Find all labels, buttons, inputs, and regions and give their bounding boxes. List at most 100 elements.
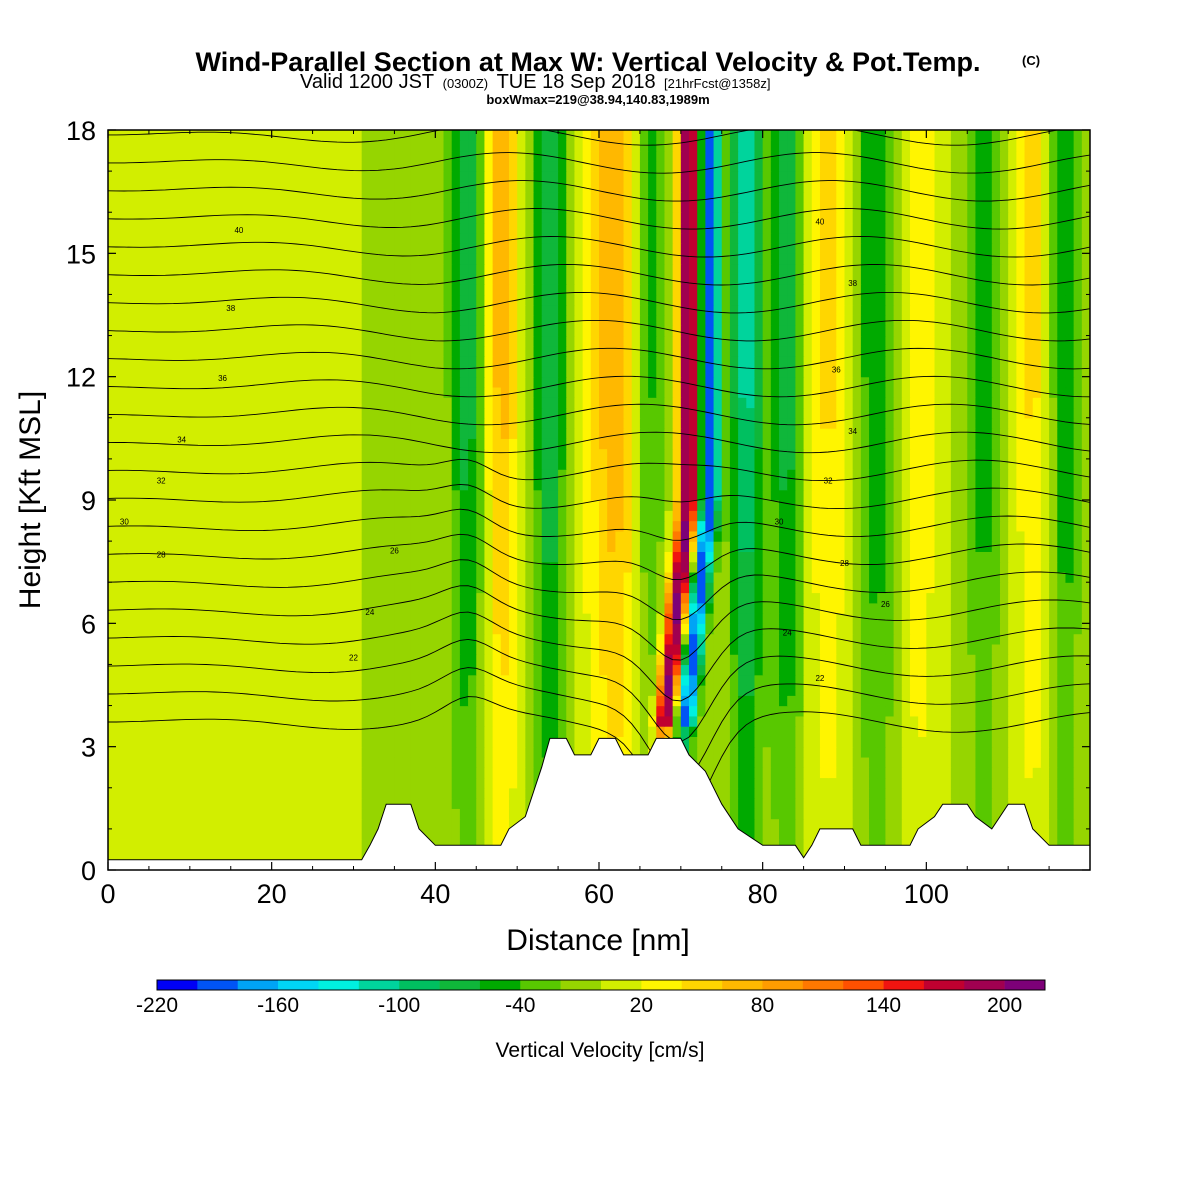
w-cell [1057,808,1067,820]
w-cell [1024,685,1034,696]
w-cell [345,705,355,717]
w-cell [443,510,453,522]
w-cell [443,777,453,789]
w-cell [435,839,445,851]
w-cell [860,705,870,717]
w-cell [1057,839,1067,851]
w-cell [877,633,887,645]
w-cell [803,458,813,470]
w-cell [918,756,927,768]
w-cell [238,654,248,666]
w-cell [779,633,788,645]
w-cell [296,756,305,768]
w-cell [124,500,134,511]
w-cell [500,500,510,511]
w-cell [378,633,387,645]
w-cell [566,643,576,655]
w-cell [410,756,420,768]
w-cell [934,602,944,614]
w-cell [1065,715,1075,727]
w-cell [1016,623,1026,635]
w-cell [918,767,927,779]
w-cell [1032,592,1042,604]
w-cell [1065,685,1075,696]
w-cell [500,438,510,450]
w-cell [599,715,608,727]
w-cell [967,674,977,686]
w-cell [828,746,837,758]
w-cell [345,551,355,563]
w-cell [222,767,232,779]
w-cell [991,664,1001,676]
w-cell [729,458,739,470]
w-cell [803,582,813,594]
w-cell [909,828,919,840]
w-cell [664,458,674,470]
w-cell [230,726,240,737]
w-cell [934,551,944,563]
w-cell [222,448,232,460]
w-cell [893,448,903,460]
w-cell [803,520,813,532]
w-cell [353,551,363,563]
w-cell [705,685,715,696]
w-cell [893,500,903,511]
w-cell [1024,489,1034,501]
w-cell [312,489,322,501]
w-cell [525,736,535,748]
w-cell [410,479,420,491]
w-cell [1040,458,1050,470]
w-cell [1065,541,1075,552]
w-cell [934,767,944,779]
w-cell [361,756,371,768]
w-cell [869,664,878,676]
w-cell [885,726,895,737]
w-cell [828,695,837,707]
w-cell [558,561,567,573]
w-cell [721,787,731,799]
w-cell [1040,705,1050,717]
w-cell [296,777,305,789]
w-cell [566,489,576,501]
w-cell [255,541,265,552]
w-cell [124,808,134,820]
w-cell [1049,520,1058,532]
w-cell [468,613,477,624]
w-cell [819,561,829,573]
w-cell [582,715,592,727]
w-cell [296,685,305,696]
w-cell [541,571,551,583]
w-cell [255,623,265,635]
w-cell [369,479,379,491]
w-cell [468,736,477,748]
w-cell [918,592,927,604]
w-cell [312,767,322,779]
w-cell [328,787,338,799]
w-cell [713,561,723,573]
w-cell [394,746,404,758]
w-cell [443,448,453,460]
w-cell [623,726,633,737]
w-cell [451,787,461,799]
w-cell [525,756,535,768]
w-cell [476,726,486,737]
w-cell [999,623,1009,635]
w-cell [148,736,158,748]
w-cell [615,479,625,491]
w-cell [975,613,985,624]
w-cell [214,787,224,799]
w-cell [410,541,420,552]
w-cell [394,756,404,768]
w-cell [230,489,240,501]
w-cell [451,767,461,779]
w-cell [869,705,878,717]
w-cell [410,530,420,542]
w-cell [1016,664,1026,676]
w-cell [1073,643,1083,655]
w-cell [656,438,666,450]
w-cell [288,643,297,655]
w-cell [189,592,199,604]
w-cell [959,643,968,655]
w-cell [901,582,911,594]
w-cell [508,530,518,542]
